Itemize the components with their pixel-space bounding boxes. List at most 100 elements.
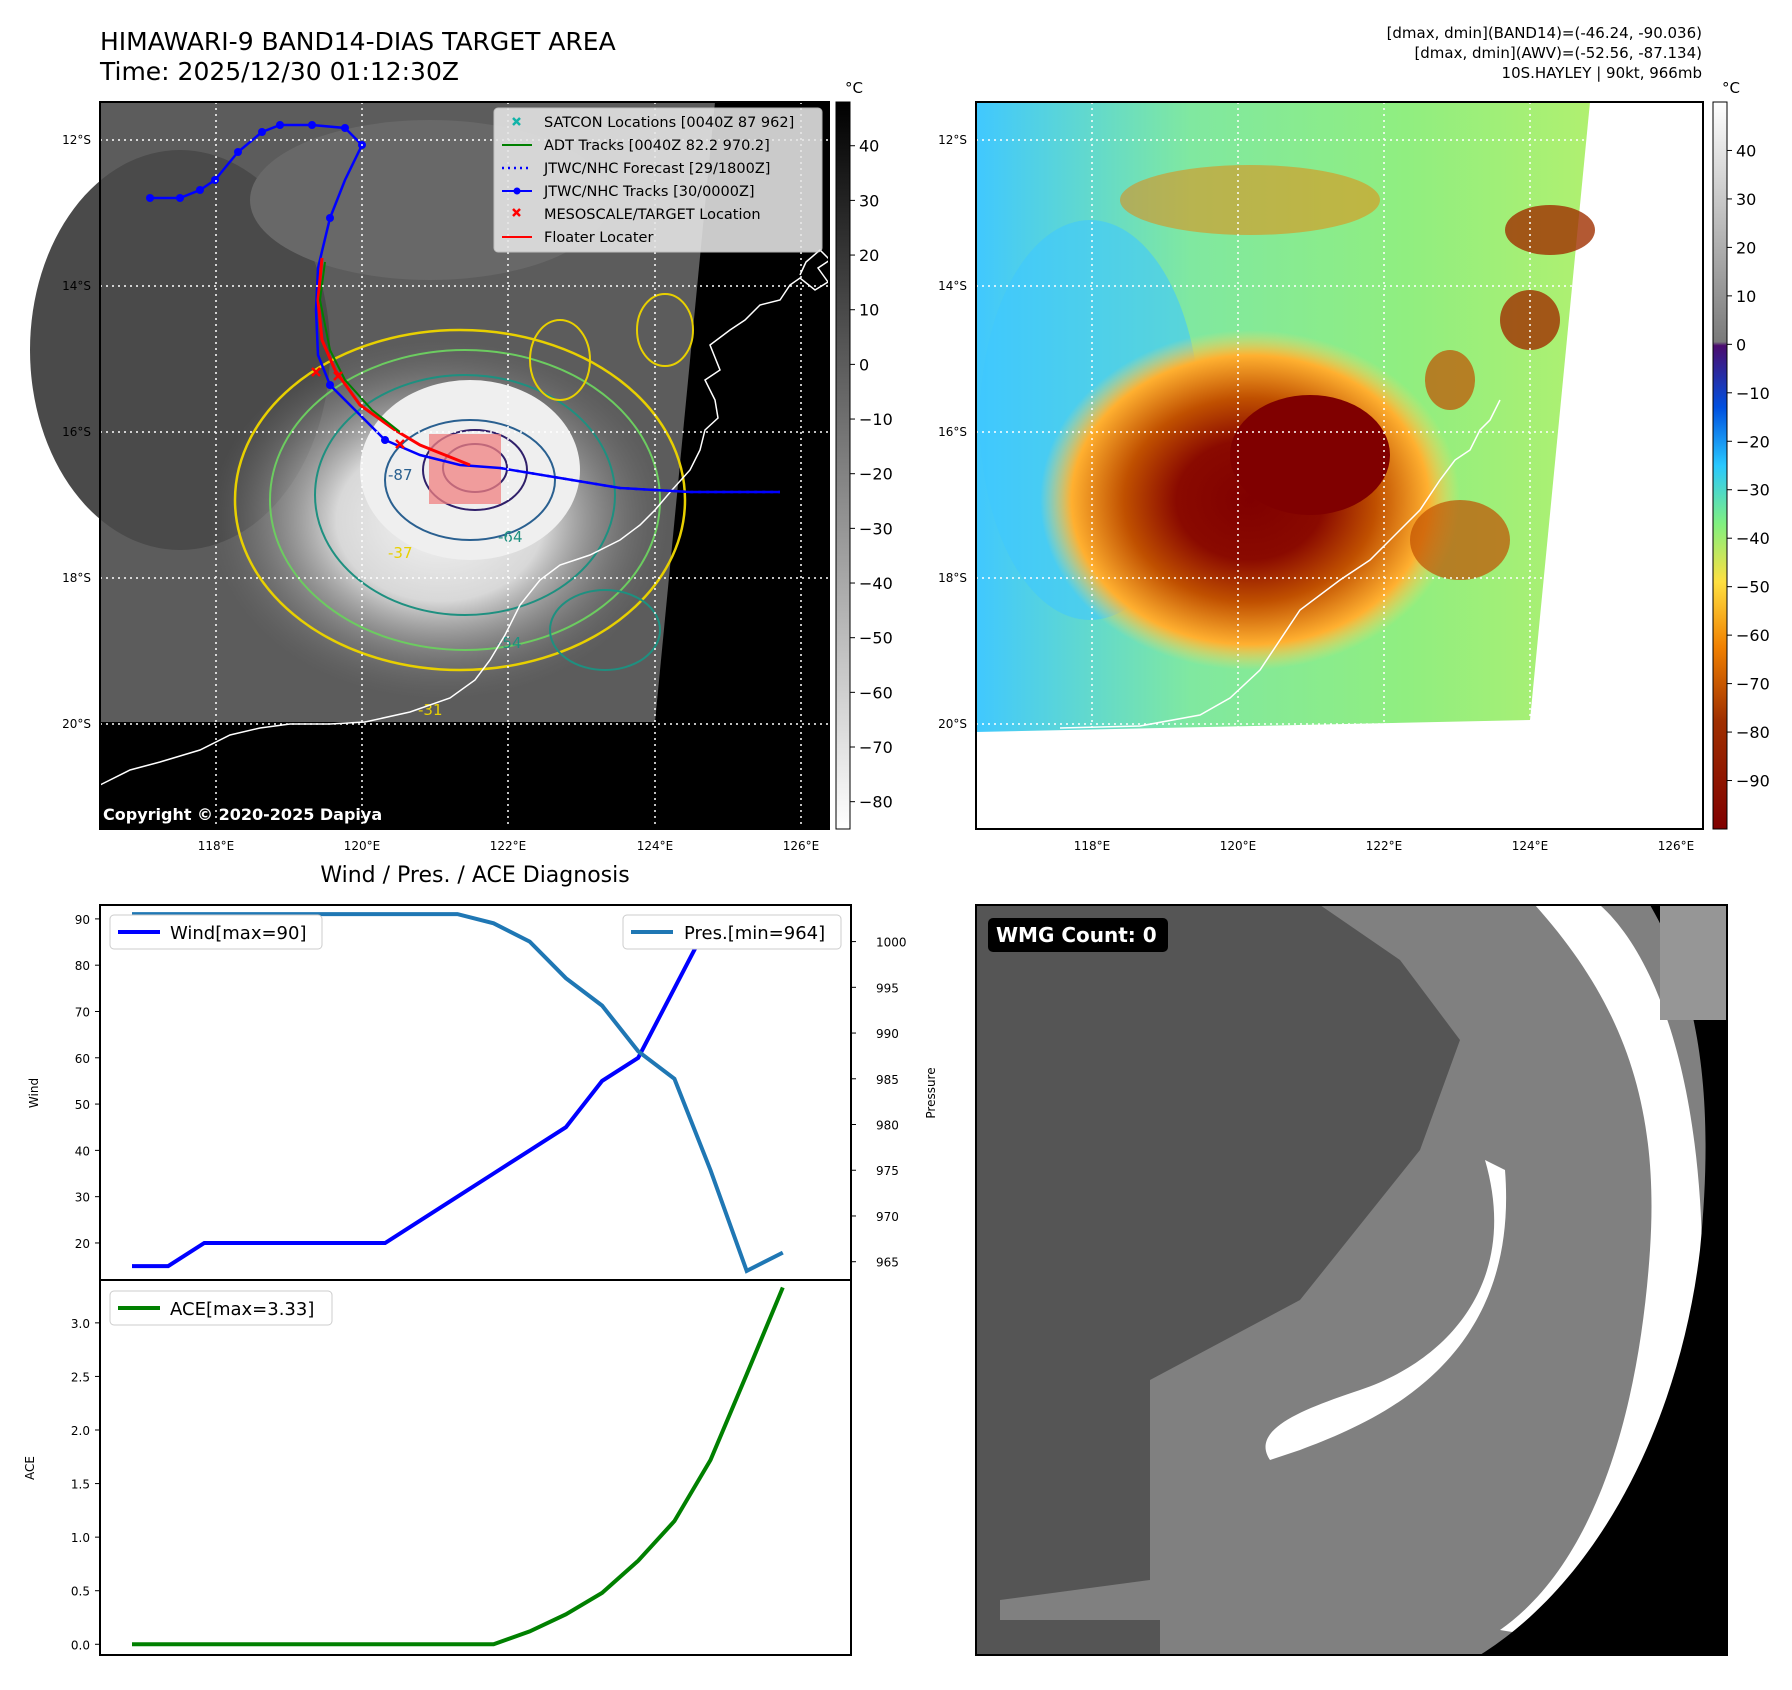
lon-label: 122°E	[490, 839, 527, 853]
colorbar-gray: °C 40 30 20 10 0 −10 −20 −30 −40 −50 −60 −70 −80	[835, 79, 893, 830]
legend-satcon-label: SATCON Locations [0040Z 87 962]	[544, 115, 794, 131]
map-awv-border	[975, 101, 1704, 830]
ace-axis-tick-label: 0.0	[71, 1638, 90, 1652]
pressure-axis-tick-label: 1000	[876, 936, 907, 950]
wmg-black-region	[1480, 905, 1727, 1655]
figure-title-line1: HIMAWARI-9 BAND14-DIAS TARGET AREA	[100, 27, 616, 56]
colorbar-color-tick-label: −10	[1736, 384, 1770, 403]
lat-label: 18°S	[62, 571, 91, 585]
colorbar-gray-bar	[835, 101, 851, 830]
colorbar-gray-tick-label: −40	[859, 574, 893, 593]
colorbar-color-tick-label: 10	[1736, 287, 1756, 306]
contour-yellow-cell	[529, 319, 591, 401]
wind-axis-tick-label: 60	[75, 1052, 90, 1066]
lon-label: 120°E	[1220, 839, 1257, 853]
legend-forecast-label: JTWC/NHC Forecast [29/1800Z]	[543, 161, 770, 177]
lat-label: 18°S	[938, 571, 967, 585]
colorbar-color-tick-label: −60	[1736, 626, 1770, 645]
wind-axis-tick-label: 90	[75, 913, 90, 927]
contour-blue	[384, 419, 556, 541]
colorbar-color-tick-label: −40	[1736, 529, 1770, 548]
ace-legend-label: ACE[max=3.33]	[170, 1299, 314, 1320]
pressure-axis-tick-label: 965	[876, 1256, 899, 1270]
map-awv-lat-labels: 12°S 14°S 16°S 18°S 20°S	[938, 133, 967, 731]
mesoscale-target-box	[429, 434, 501, 504]
map-awv-band	[1120, 165, 1380, 235]
pressure-y-ticks: 1000 995 990 985 980 975 970 965	[851, 936, 907, 1270]
jtwc-forecast-line	[499, 466, 780, 494]
wind-pres-axes	[99, 904, 852, 1281]
copyright-label: Copyright © 2020-2025 Dapiya	[103, 805, 382, 824]
map-awv-cell	[1505, 205, 1595, 255]
colorbar-gray-tick-label: −80	[859, 793, 893, 812]
wmg-mid-gray-region	[1000, 905, 1727, 1655]
lat-label: 14°S	[938, 279, 967, 293]
map-awv-cell	[1410, 500, 1510, 580]
pressure-axis-tick-label: 975	[876, 1164, 899, 1178]
pressure-axis-tick-label: 995	[876, 981, 899, 995]
adt-track-line	[318, 261, 401, 433]
figure-title-line2: Time: 2025/12/30 01:12:30Z	[99, 57, 459, 86]
contour-label-2: -64	[498, 528, 523, 546]
lat-label: 14°S	[62, 279, 91, 293]
colorbar-gray-tick-label: −70	[859, 738, 893, 757]
colorbar-color-tick-label: −80	[1736, 723, 1770, 742]
colorbar-color-tick-label: −90	[1736, 772, 1770, 791]
colorbar-color: °C 40 30 20 10 0 −10 −20 −30 −40 −50 −60 −70 −80 −90	[1712, 79, 1770, 830]
legend-mesoscale-label: MESOSCALE/TARGET Location	[544, 207, 761, 223]
ace-legend-box	[109, 1290, 333, 1326]
ace-axis-tick-label: 2.0	[71, 1424, 90, 1438]
contour-label-1: -87	[388, 466, 413, 484]
lon-label: 126°E	[783, 839, 820, 853]
legend-satcon-icon	[512, 117, 521, 126]
contour-light-green	[269, 349, 661, 651]
contour-teal-cell	[549, 589, 661, 671]
wmg-white-band	[1265, 1160, 1507, 1460]
legend-mesoscale-icon	[512, 208, 521, 217]
colorbar-color-bar	[1712, 101, 1728, 830]
lon-label: 122°E	[1366, 839, 1403, 853]
info-storm-summary: 10S.HAYLEY | 90kt, 966mb	[1502, 64, 1702, 82]
map-awv-panel: 12°S 14°S 16°S 18°S 20°S 118°E 120°E 122…	[938, 101, 1704, 853]
colorbar-gray-tick-label: 30	[859, 191, 879, 210]
wind-axis-tick-label: 40	[75, 1144, 90, 1158]
colorbar-color-tick-label: 30	[1736, 190, 1756, 209]
ace-axis-tick-label: 1.5	[71, 1478, 90, 1492]
colorbar-gray-tick-label: −30	[859, 519, 893, 538]
colorbar-color-tick-label: −50	[1736, 578, 1770, 597]
colorbar-gray-tick-label: −50	[859, 629, 893, 648]
wind-axis-tick-label: 70	[75, 1005, 90, 1019]
ace-axis-tick-label: 0.5	[71, 1585, 90, 1599]
lon-label: 120°E	[344, 839, 381, 853]
legend-tracks-dot	[513, 187, 521, 195]
lon-label: 118°E	[198, 839, 235, 853]
lon-label: 124°E	[1512, 839, 1549, 853]
wmg-panel: WMG Count: 0	[975, 904, 1728, 1656]
colorbar-gray-tick-label: 20	[859, 246, 879, 265]
pres-legend-box	[622, 914, 842, 950]
lat-label: 20°S	[62, 717, 91, 731]
map-awv-cell	[1425, 350, 1475, 410]
pressure-axis-tick-label: 985	[876, 1073, 899, 1087]
wind-axis-tick-label: 30	[75, 1191, 90, 1205]
colorbar-gray-tick-label: 10	[859, 301, 879, 320]
contour-teal	[314, 374, 616, 616]
pressure-axis-tick-label: 980	[876, 1119, 899, 1133]
lat-label: 12°S	[62, 133, 91, 147]
lat-label: 16°S	[938, 425, 967, 439]
pressure-series-line	[132, 912, 784, 1274]
ace-axes	[99, 1279, 852, 1656]
colorbar-color-tick-label: −70	[1736, 675, 1770, 694]
ace-axis-label: ACE	[23, 1456, 37, 1480]
map-band14-lon-labels: 118°E 120°E 122°E 124°E 126°E	[198, 839, 820, 853]
colorbar-color-ticks: 40 30 20 10 0 −10 −20 −30 −40 −50 −60 −70 −80 −90	[1727, 141, 1770, 791]
legend-adt-label: ADT Tracks [0040Z 82.2 970.2]	[544, 138, 770, 154]
map-band14-frame	[99, 101, 830, 830]
wind-legend-label: Wind[max=90]	[170, 923, 307, 944]
map-awv-grid	[976, 102, 1703, 829]
wmg-count-badge	[988, 918, 1168, 952]
info-band14-range: [dmax, dmin](BAND14)=(-46.24, -90.036)	[1387, 24, 1702, 42]
colorbar-gray-tick-label: 40	[859, 137, 879, 156]
colorbar-color-tick-label: 20	[1736, 238, 1756, 257]
